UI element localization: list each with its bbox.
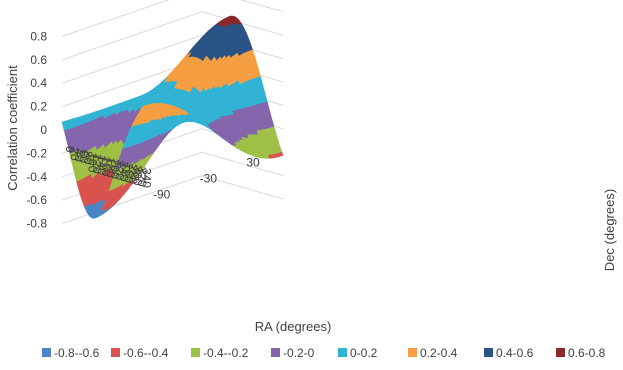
surface-plot: [61, 15, 284, 219]
x-tick-label: 260: [122, 163, 136, 183]
x-tick-label: 220: [113, 160, 127, 180]
x-tick-label: 240: [117, 161, 131, 181]
x-tick-label: 340: [140, 168, 154, 188]
z-gridline: [61, 0, 284, 37]
legend-swatch: [111, 348, 120, 357]
z-tick-label: 0.6: [30, 53, 47, 67]
y-axis-ticks: -90 -30 30: [153, 155, 260, 201]
z-tick-label: 0.8: [30, 29, 47, 43]
x-tick-label: 20: [68, 147, 82, 161]
y-tick-label: -30: [200, 171, 218, 185]
z-tick-label: -0.8: [26, 217, 47, 231]
x-tick-label: 100: [86, 152, 100, 172]
x-tick-label: 40: [72, 148, 86, 162]
z-tick-label: -0.4: [26, 170, 47, 184]
x-tick-label: 0: [63, 146, 77, 153]
y-axis-title: Dec (degrees): [602, 189, 617, 271]
z-gridline: [61, 34, 284, 84]
legend-swatch: [408, 348, 417, 357]
legend-label: 0.4-0.6: [496, 346, 534, 360]
x-tick-label: 160: [99, 156, 113, 176]
legend-label: 0.2-0.4: [420, 346, 458, 360]
x-tick-label: 300: [131, 165, 145, 185]
x-tick-label: 120: [90, 154, 104, 174]
x-tick-label: 280: [126, 164, 140, 184]
legend-label: -0.8--0.6: [54, 346, 100, 360]
y-tick-label: 30: [246, 155, 260, 169]
x-tick-label: 200: [108, 159, 122, 179]
z-axis-title: Correlation coefficient: [5, 65, 20, 191]
legend-swatch: [484, 348, 493, 357]
x-axis-ticks: 0204060801001201401601802002202402602803…: [63, 146, 154, 188]
z-axis-ticks: -0.8 -0.6 -0.4 -0.2 0 0.2 0.4 0.6 0.8: [26, 29, 47, 230]
z-tick-label: 0.2: [30, 100, 47, 114]
legend-swatch: [338, 348, 347, 357]
z-tick-label: 0: [40, 123, 47, 137]
legend-swatch: [42, 348, 51, 357]
x-tick-label: 180: [104, 158, 118, 178]
x-tick-label: 60: [77, 150, 91, 164]
x-axis-title: RA (degrees): [255, 319, 332, 334]
legend-label: -0.2-0: [283, 346, 315, 360]
x-tick-label: 320: [135, 167, 149, 187]
legend-swatch: [556, 348, 565, 357]
legend: -0.8--0.6 -0.6--0.4 -0.4--0.2 -0.2-0 0-0.2 0.…: [42, 346, 606, 360]
legend-swatch: [191, 348, 200, 357]
x-tick-label: 140: [95, 155, 109, 175]
legend-label: -0.6--0.4: [123, 346, 169, 360]
legend-label: -0.4--0.2: [203, 346, 249, 360]
legend-label: 0-0.2: [350, 346, 378, 360]
z-gridline: [61, 11, 284, 61]
z-tick-label: -0.2: [26, 146, 47, 160]
z-tick-label: 0.4: [30, 76, 47, 90]
z-tick-label: -0.6: [26, 193, 47, 207]
surface-cell: [141, 104, 148, 109]
legend-label: 0.6-0.8: [568, 346, 606, 360]
legend-swatch: [271, 348, 280, 357]
x-tick-label: 80: [81, 151, 95, 165]
y-tick-label: -90: [153, 187, 171, 201]
